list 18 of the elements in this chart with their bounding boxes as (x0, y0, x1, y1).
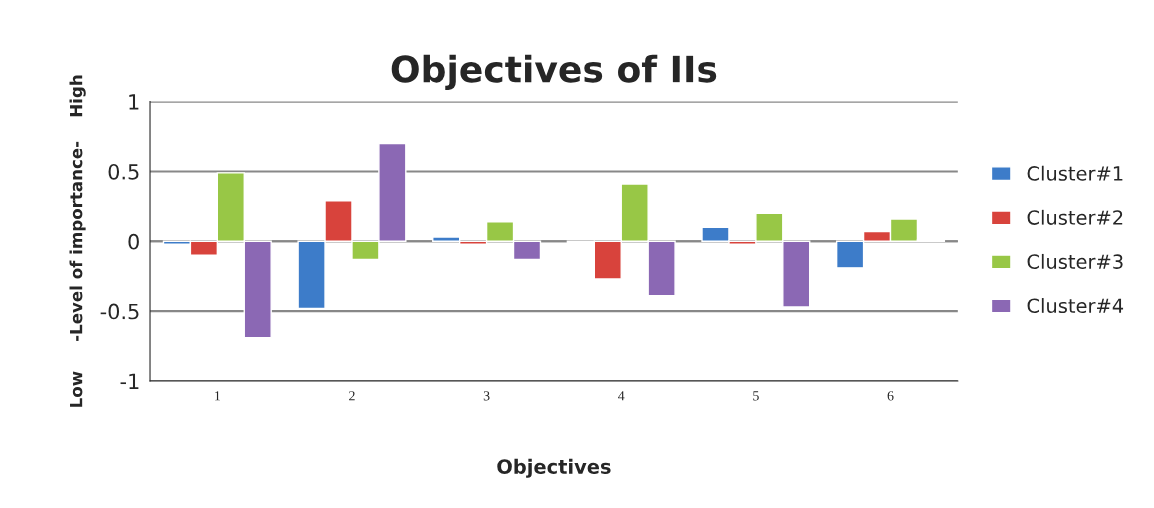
x-tick-label: 3 (483, 391, 490, 401)
legend-label: Cluster#2 (1027, 209, 1123, 225)
legend-label: Cluster#3 (1027, 253, 1123, 269)
y-tick-label: 1 (129, 94, 139, 110)
x-tick-label: 4 (618, 391, 625, 401)
y-tick-label: 0.5 (108, 163, 139, 180)
x-tick-label: 5 (753, 391, 759, 401)
y-tick-label: 0 (128, 233, 139, 250)
y-tick-label: -1 (120, 373, 139, 389)
y-tick-label: -0.5 (100, 303, 139, 320)
legend-label: Cluster#4 (1027, 298, 1124, 314)
x-axis-title: Objectives (497, 458, 611, 478)
x-tick-label: 6 (887, 391, 894, 401)
x-tick-label: 2 (349, 391, 355, 401)
y-axis-title: Low -Level of importance- High (69, 75, 86, 407)
legend-label: Cluster#1 (1027, 165, 1123, 181)
x-tick-label: 1 (215, 391, 220, 401)
chart-title: Objectives of IIs (391, 54, 717, 90)
